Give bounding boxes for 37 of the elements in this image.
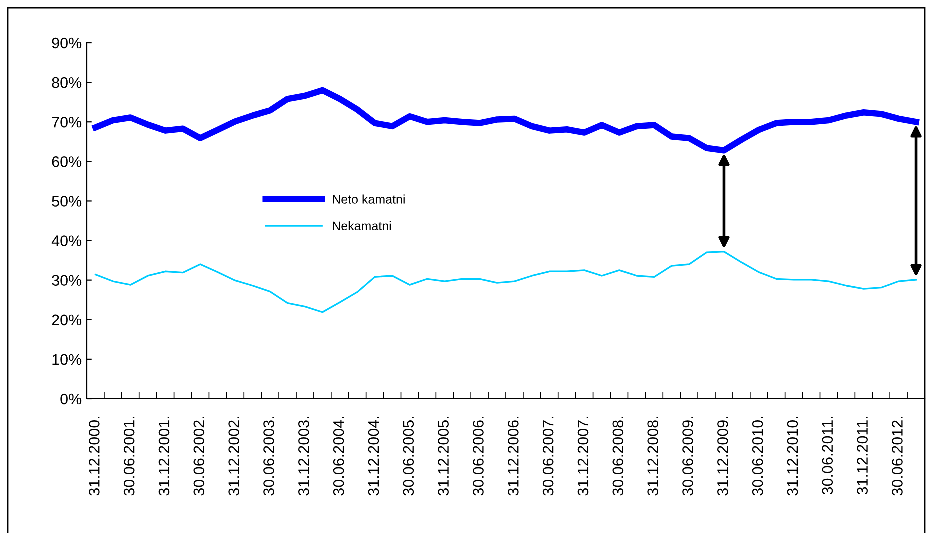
x-tick-label: 31.12.2009. xyxy=(718,417,728,496)
y-tick-label: 70% xyxy=(52,116,82,128)
x-tick-label: 30.06.2002. xyxy=(194,417,205,496)
y-tick-label: 40% xyxy=(52,236,82,246)
x-tick-label: 30.06.2012. xyxy=(892,417,903,496)
x-tick-label: 31.12.2007. xyxy=(578,417,589,496)
x-tick-label: 30.06.2004. xyxy=(333,417,344,496)
x-tick-label: 31.12.2005. xyxy=(438,417,449,496)
y-tick-label: 90% xyxy=(52,38,82,49)
x-tick-label: 30.06.2010. xyxy=(752,417,764,496)
legend-label: Nekamatni xyxy=(333,221,392,231)
x-tick-label: 30.06.2001. xyxy=(124,417,135,496)
y-tick-label: 20% xyxy=(52,314,82,326)
x-tick-label: 31.12.2004. xyxy=(368,417,380,496)
x-tick-label: 30.06.2009. xyxy=(682,417,694,496)
x-tick-label: 31.12.2008. xyxy=(648,417,658,496)
x-tick-label: 30.06.2008. xyxy=(612,417,624,496)
y-tick-label: 0% xyxy=(60,394,82,405)
y-tick-label: 60% xyxy=(52,156,82,168)
x-tick-label: 31.12.2003. xyxy=(298,417,310,496)
x-tick-label: 30.06.2007. xyxy=(542,417,554,496)
y-tick-label: 80% xyxy=(52,77,82,88)
x-tick-label: 30.06.2011. xyxy=(822,417,834,495)
x-tick-label: 30.06.2005. xyxy=(403,417,414,496)
y-tick-label: 30% xyxy=(52,275,82,286)
line-series xyxy=(94,251,918,314)
x-tick-label: 31.12.2002. xyxy=(228,417,240,496)
x-tick-label: 31.12.2006. xyxy=(508,417,519,496)
x-tick-label: 31.12.2001. xyxy=(158,417,170,496)
x-tick-label: 31.12.2011. xyxy=(857,417,868,495)
x-tick-label: 30.06.2006. xyxy=(473,417,484,496)
legend-label: Neto kamatni xyxy=(333,194,405,204)
x-tick-label: 30.06.2003. xyxy=(264,417,274,496)
y-tick-label: 50% xyxy=(52,196,82,207)
y-tick-label: 10% xyxy=(52,354,82,366)
x-tick-label: 31.12.2000. xyxy=(89,417,100,496)
x-tick-label: 31.12.2010. xyxy=(787,417,798,496)
